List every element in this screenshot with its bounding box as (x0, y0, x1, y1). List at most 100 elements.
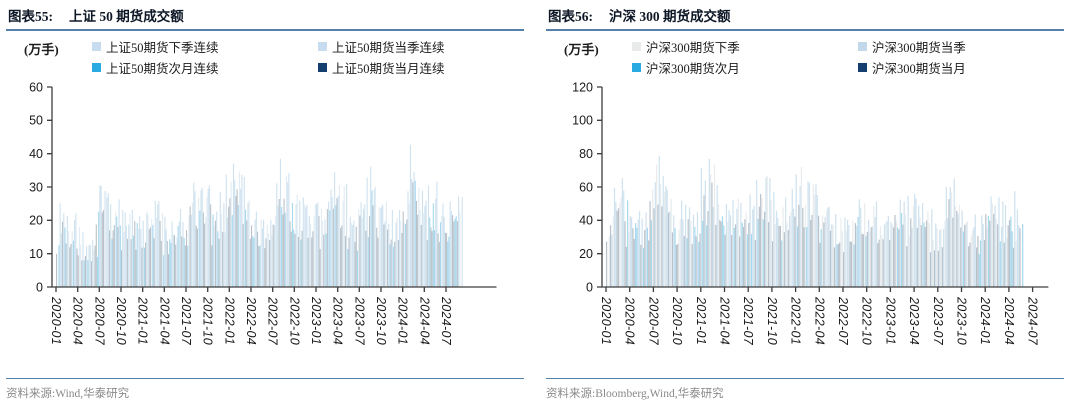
svg-text:0: 0 (36, 280, 43, 294)
svg-text:2022-04: 2022-04 (244, 296, 258, 345)
svg-text:2024-04: 2024-04 (417, 296, 431, 345)
svg-text:2021-10: 2021-10 (201, 296, 215, 345)
svg-text:20: 20 (579, 247, 593, 261)
legend-swatch-icon (858, 41, 867, 51)
figure-panel-csi300: 图表56: 沪深 300 期货成交额 (万手) 沪深300期货下季 沪深300期货… (540, 0, 1080, 411)
x-axis-ticks (55, 287, 447, 292)
y-axis-ticks (597, 86, 602, 288)
chart-legend: 沪深300期货下季 沪深300期货当季 沪深300期货次月 沪深300期货当月 (632, 38, 966, 76)
svg-text:2022-01: 2022-01 (789, 296, 803, 345)
svg-text:2022-07: 2022-07 (836, 296, 850, 346)
svg-text:2021-10: 2021-10 (765, 296, 779, 345)
figure-number: 图表56: (548, 9, 593, 24)
legend-label: 沪深300期货当月 (872, 61, 966, 76)
chart-legend: 上证50期货下季连续 上证50期货当季连续 上证50期货次月连续 上证50期货当… (92, 38, 445, 76)
svg-text:2021-01: 2021-01 (694, 296, 708, 345)
axes (47, 86, 497, 292)
svg-text:2020-04: 2020-04 (623, 296, 637, 345)
legend-label: 上证50期货当季连续 (332, 40, 445, 55)
svg-text:2024-01: 2024-01 (978, 296, 992, 345)
figure-title-text: 上证 50 期货成交额 (69, 9, 184, 24)
legend-label: 上证50期货当月连续 (332, 61, 445, 76)
svg-text:40: 40 (579, 214, 593, 228)
legend-swatch-icon (858, 62, 867, 72)
source-note: 资料来源:Bloomberg,Wind,华泰研究 (546, 378, 1064, 401)
source-note: 资料来源:Wind,华泰研究 (6, 378, 524, 401)
svg-text:2022-07: 2022-07 (266, 296, 280, 346)
svg-text:30: 30 (29, 180, 43, 194)
legend-item: 沪深300期货次月 (632, 59, 858, 76)
svg-text:2023-01: 2023-01 (883, 296, 897, 345)
legend-item: 沪深300期货当月 (858, 59, 966, 76)
svg-text:80: 80 (579, 147, 593, 161)
figure-number: 图表55: (8, 9, 53, 24)
legend-swatch-icon (92, 41, 101, 51)
svg-text:0: 0 (586, 280, 593, 294)
svg-text:60: 60 (579, 180, 593, 194)
svg-text:2023-07: 2023-07 (931, 296, 945, 346)
axis-labels: 0 10 20 30 40 50 60 2020-01 2020-04 2020-07 2020-1… (29, 80, 453, 345)
svg-text:100: 100 (572, 114, 593, 128)
svg-text:2022-01: 2022-01 (222, 296, 236, 345)
legend-item: 上证50期货当月连续 (318, 59, 445, 76)
svg-text:2023-10: 2023-10 (955, 296, 969, 345)
x-axis-ticks (605, 287, 1034, 292)
legend-item: 沪深300期货当季 (858, 38, 966, 55)
bars (56, 144, 463, 287)
axis-labels: 0 20 40 60 80 100 120 2020-01 2020-04 2020-07 2020… (572, 80, 1039, 345)
axis-unit-label: (万手) (24, 42, 59, 57)
svg-text:2020-01: 2020-01 (49, 296, 63, 345)
svg-text:2023-01: 2023-01 (309, 296, 323, 345)
svg-text:2023-07: 2023-07 (352, 296, 366, 346)
svg-text:2021-04: 2021-04 (157, 296, 171, 345)
svg-text:2020-10: 2020-10 (114, 296, 128, 345)
figure-title: 图表56: 沪深 300 期货成交额 (546, 0, 1064, 31)
legend-swatch-icon (632, 62, 641, 72)
svg-text:2024-01: 2024-01 (396, 296, 410, 345)
svg-text:2022-10: 2022-10 (287, 296, 301, 345)
bars (606, 156, 1024, 287)
legend-item: 上证50期货次月连续 (92, 59, 318, 76)
svg-text:50: 50 (29, 114, 43, 128)
svg-text:20: 20 (29, 214, 43, 228)
svg-text:2020-10: 2020-10 (670, 296, 684, 345)
legend-swatch-icon (318, 62, 327, 72)
figure-title-text: 沪深 300 期货成交额 (609, 9, 731, 24)
svg-text:2020-07: 2020-07 (92, 296, 106, 346)
svg-text:2021-07: 2021-07 (179, 296, 193, 346)
legend-label: 上证50期货下季连续 (106, 40, 219, 55)
svg-text:2021-01: 2021-01 (136, 296, 150, 345)
legend-item: 上证50期货下季连续 (92, 38, 318, 55)
legend-item: 沪深300期货下季 (632, 38, 858, 55)
axes (597, 86, 1049, 292)
svg-text:2021-04: 2021-04 (718, 296, 732, 345)
figure-title: 图表55: 上证 50 期货成交额 (6, 0, 524, 31)
legend-label: 上证50期货次月连续 (106, 61, 219, 76)
legend-item: 上证50期货当季连续 (318, 38, 445, 55)
legend-swatch-icon (318, 41, 327, 51)
legend-label: 沪深300期货次月 (646, 61, 740, 76)
svg-text:2022-10: 2022-10 (860, 296, 874, 345)
svg-text:2020-04: 2020-04 (71, 296, 85, 345)
svg-text:2020-07: 2020-07 (646, 296, 660, 346)
legend-swatch-icon (92, 62, 101, 72)
svg-text:2023-04: 2023-04 (907, 296, 921, 345)
y-axis-ticks (47, 86, 52, 288)
svg-text:2023-04: 2023-04 (331, 296, 345, 345)
volume-bar-chart: 0 20 40 60 80 100 120 2020-01 2020-04 2020-07 2020… (572, 80, 1049, 346)
axis-unit-label: (万手) (564, 42, 599, 57)
legend-label: 沪深300期货当季 (872, 40, 966, 55)
svg-text:2022-04: 2022-04 (812, 296, 826, 345)
svg-text:120: 120 (572, 80, 593, 94)
svg-text:2020-01: 2020-01 (599, 296, 613, 345)
svg-text:60: 60 (29, 80, 43, 94)
legend-swatch-icon (632, 41, 641, 51)
legend-label: 沪深300期货下季 (646, 40, 740, 55)
volume-bar-chart: 0 10 20 30 40 50 60 2020-01 2020-04 2020-07 2020-1… (29, 80, 497, 346)
svg-text:2024-04: 2024-04 (1002, 296, 1016, 345)
svg-text:10: 10 (29, 247, 43, 261)
figure-panel-sse50: 图表55: 上证 50 期货成交额 (万手) 上证50期货下季连续 上证50期货当… (6, 0, 524, 401)
svg-text:40: 40 (29, 147, 43, 161)
svg-text:2024-07: 2024-07 (1026, 296, 1040, 346)
